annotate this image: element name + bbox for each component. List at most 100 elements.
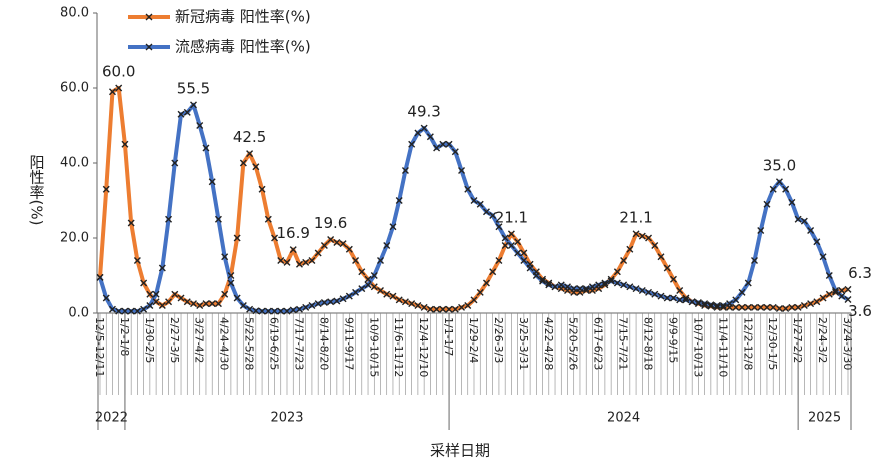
year-label: 2025 — [808, 411, 841, 426]
point-marker — [439, 140, 447, 148]
point-marker — [719, 303, 727, 311]
point-marker — [115, 84, 123, 92]
point-marker — [657, 292, 665, 300]
point-marker — [314, 300, 322, 308]
x-tick-label: 6/17-6/23 — [592, 317, 605, 370]
point-marker — [264, 215, 272, 223]
data-label: 21.1 — [495, 208, 528, 226]
point-marker — [426, 305, 434, 313]
point-marker — [663, 264, 671, 272]
point-marker — [775, 305, 783, 312]
point-marker — [333, 297, 341, 305]
point-marker — [221, 253, 229, 261]
point-marker — [707, 301, 715, 309]
point-marker — [545, 279, 553, 287]
point-marker — [445, 140, 453, 148]
point-marker — [501, 234, 509, 242]
point-marker — [607, 277, 615, 285]
point-marker — [458, 167, 466, 174]
point-marker — [520, 249, 528, 257]
point-marker — [383, 242, 391, 249]
point-marker — [482, 208, 490, 216]
point-marker — [620, 281, 628, 289]
legend-marker — [145, 43, 153, 51]
point-marker — [726, 300, 734, 308]
point-marker — [682, 294, 690, 302]
point-marker — [171, 290, 179, 298]
point-marker — [595, 281, 603, 289]
point-marker — [713, 303, 721, 311]
point-marker — [214, 300, 222, 308]
point-marker — [208, 178, 216, 186]
point-marker — [495, 223, 503, 231]
point-marker — [295, 305, 303, 313]
x-tick-label: 2/27-3/5 — [168, 317, 181, 363]
point-marker — [800, 217, 808, 225]
point-marker — [289, 306, 297, 314]
point-marker — [339, 240, 347, 248]
point-marker — [414, 302, 422, 309]
point-marker — [208, 300, 216, 308]
year-label: 2022 — [95, 411, 128, 426]
x-tick-label: 3/27-4/2 — [193, 317, 206, 363]
point-marker — [638, 287, 646, 294]
point-marker — [526, 264, 534, 272]
point-marker — [482, 279, 490, 287]
point-marker — [364, 281, 372, 289]
point-marker — [352, 257, 360, 264]
point-marker — [832, 288, 840, 296]
point-marker — [825, 290, 833, 298]
point-marker — [302, 303, 310, 311]
point-marker — [214, 215, 222, 223]
point-marker — [271, 234, 279, 242]
point-marker — [352, 288, 360, 296]
point-marker — [794, 215, 802, 223]
point-marker — [557, 281, 565, 289]
x-axis-label: 采样日期 — [430, 442, 490, 460]
point-marker — [813, 298, 821, 306]
point-marker — [339, 295, 347, 303]
point-marker — [121, 307, 129, 315]
x-tick-label: 9/9-9/15 — [666, 317, 679, 363]
point-marker — [133, 257, 141, 264]
point-marker — [395, 296, 403, 304]
point-marker — [152, 290, 160, 298]
point-marker — [302, 258, 310, 266]
data-label: 42.5 — [233, 128, 266, 146]
point-marker — [202, 144, 210, 152]
y-tick-label: 40.0 — [60, 156, 89, 171]
x-tick-label: 2/24-3/2 — [816, 317, 829, 363]
point-marker — [389, 292, 397, 300]
point-marker — [345, 245, 353, 253]
point-marker — [420, 124, 428, 132]
point-marker — [127, 219, 135, 227]
point-marker — [239, 159, 247, 167]
year-label: 2023 — [270, 411, 303, 426]
x-tick-label: 12/30-1/5 — [766, 317, 779, 370]
point-marker — [507, 230, 515, 238]
point-marker — [607, 275, 615, 283]
point-marker — [333, 239, 341, 246]
point-marker — [308, 302, 316, 309]
data-label: 19.6 — [314, 214, 347, 232]
legend-marker — [145, 13, 153, 21]
point-marker — [738, 303, 746, 311]
x-tick-label: 7/15-7/21 — [617, 317, 630, 370]
x-tick-label: 6/19-6/25 — [268, 317, 281, 370]
point-marker — [221, 290, 229, 298]
data-label: 6.3 — [848, 264, 872, 282]
point-marker — [688, 298, 696, 306]
point-marker — [277, 307, 285, 315]
point-marker — [370, 272, 378, 279]
point-marker — [171, 159, 179, 167]
y-tick-label: 20.0 — [60, 231, 89, 246]
point-marker — [707, 302, 715, 310]
y-tick-label: 80.0 — [60, 6, 89, 21]
point-marker — [140, 279, 148, 287]
point-marker — [732, 296, 740, 304]
point-marker — [445, 305, 453, 313]
point-marker — [539, 275, 547, 283]
point-marker — [757, 227, 765, 234]
point-marker — [433, 305, 441, 313]
